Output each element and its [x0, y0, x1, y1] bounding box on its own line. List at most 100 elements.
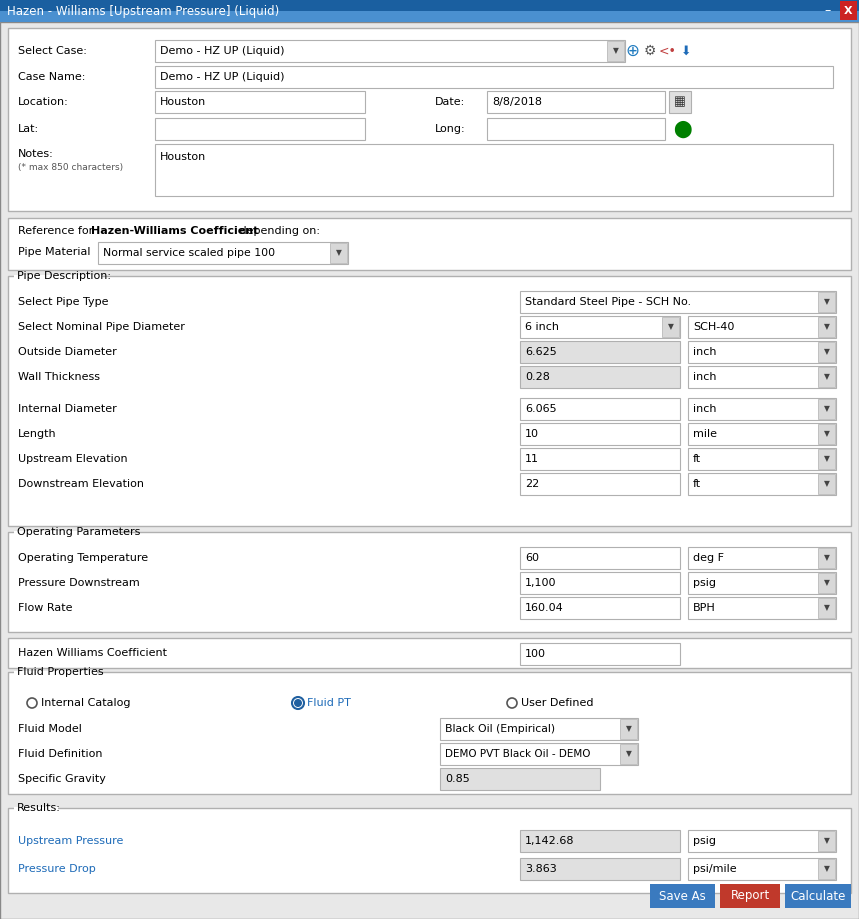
Text: 11: 11: [525, 454, 539, 464]
Bar: [688, 448, 836, 470]
Text: Pressure Drop: Pressure Drop: [18, 864, 95, 874]
Text: psig: psig: [693, 836, 716, 846]
Bar: [155, 144, 833, 196]
Text: ▼: ▼: [679, 127, 685, 135]
Text: 160.04: 160.04: [525, 603, 564, 613]
Text: ft: ft: [693, 454, 701, 464]
Bar: [0, 0, 859, 22]
Text: deg F: deg F: [693, 553, 724, 563]
Text: –: –: [825, 5, 832, 17]
Text: Report: Report: [730, 890, 770, 902]
Bar: [8, 532, 851, 632]
Bar: [669, 91, 691, 113]
Bar: [818, 449, 835, 469]
Bar: [688, 830, 836, 852]
Text: Outside Diameter: Outside Diameter: [18, 347, 117, 357]
Bar: [688, 398, 836, 420]
Bar: [818, 859, 835, 879]
Bar: [818, 573, 835, 593]
Text: Length: Length: [18, 429, 57, 439]
Text: ▼: ▼: [824, 480, 830, 489]
Bar: [14, 671, 97, 674]
Text: Long:: Long:: [435, 124, 466, 134]
Text: inch: inch: [693, 404, 716, 414]
Text: Demo - HZ UP (Liquid): Demo - HZ UP (Liquid): [160, 72, 284, 82]
Bar: [520, 597, 680, 619]
Text: 0.28: 0.28: [525, 372, 550, 382]
Bar: [818, 292, 835, 312]
Bar: [720, 884, 780, 908]
Text: psi/mile: psi/mile: [693, 864, 737, 874]
Circle shape: [294, 699, 302, 707]
Text: Flow Rate: Flow Rate: [18, 603, 72, 613]
Bar: [155, 40, 625, 62]
Text: ▼: ▼: [824, 604, 830, 612]
Bar: [520, 830, 680, 852]
Bar: [487, 91, 665, 113]
Text: mile: mile: [693, 429, 717, 439]
Text: ▼: ▼: [626, 724, 632, 733]
Text: Houston: Houston: [160, 97, 206, 107]
Text: Notes:: Notes:: [18, 149, 54, 159]
Bar: [98, 242, 348, 264]
Text: BPH: BPH: [693, 603, 716, 613]
Bar: [155, 66, 833, 88]
Text: inch: inch: [693, 372, 716, 382]
Bar: [520, 366, 680, 388]
Bar: [620, 744, 637, 764]
Text: Pipe Material: Pipe Material: [18, 247, 90, 257]
Text: 22: 22: [525, 479, 539, 489]
Text: ▼: ▼: [824, 347, 830, 357]
Text: Hazen-Williams Coefficient: Hazen-Williams Coefficient: [91, 226, 259, 236]
Text: ▼: ▼: [824, 578, 830, 587]
Text: Case Name:: Case Name:: [18, 72, 85, 82]
Circle shape: [292, 697, 304, 709]
Bar: [520, 547, 680, 569]
Text: ▼: ▼: [824, 836, 830, 845]
Bar: [818, 317, 835, 337]
Bar: [8, 808, 851, 893]
Text: ft: ft: [693, 479, 701, 489]
Text: Normal service scaled pipe 100: Normal service scaled pipe 100: [103, 248, 275, 258]
Text: Wall Thickness: Wall Thickness: [18, 372, 100, 382]
Bar: [440, 718, 638, 740]
Text: 10: 10: [525, 429, 539, 439]
Text: 0.85: 0.85: [445, 774, 470, 784]
Text: ▼: ▼: [824, 372, 830, 381]
Bar: [688, 423, 836, 445]
Bar: [688, 316, 836, 338]
Text: ▼: ▼: [824, 323, 830, 332]
Bar: [607, 41, 624, 61]
Text: Lat:: Lat:: [18, 124, 40, 134]
Text: Pipe Description:: Pipe Description:: [17, 271, 111, 281]
Text: 1,100: 1,100: [525, 578, 557, 588]
Bar: [155, 91, 365, 113]
Text: Operating Parameters: Operating Parameters: [17, 527, 140, 537]
Bar: [688, 858, 836, 880]
Bar: [688, 572, 836, 594]
Bar: [818, 342, 835, 362]
Bar: [818, 367, 835, 387]
Text: 100: 100: [525, 649, 546, 659]
Text: Fluid Properties: Fluid Properties: [17, 667, 104, 677]
Text: SCH-40: SCH-40: [693, 322, 734, 332]
Bar: [520, 643, 680, 665]
Text: Internal Diameter: Internal Diameter: [18, 404, 117, 414]
Text: User Defined: User Defined: [521, 698, 594, 708]
Bar: [688, 366, 836, 388]
Text: Black Oil (Empirical): Black Oil (Empirical): [445, 724, 555, 734]
Text: Select Case:: Select Case:: [18, 46, 87, 56]
Text: Location:: Location:: [18, 97, 69, 107]
Text: Fluid PT: Fluid PT: [307, 698, 350, 708]
Text: ▼: ▼: [824, 429, 830, 438]
Bar: [688, 547, 836, 569]
Bar: [818, 831, 835, 851]
Text: 1,142.68: 1,142.68: [525, 836, 575, 846]
Text: X: X: [844, 6, 852, 16]
Bar: [487, 118, 665, 140]
Bar: [520, 448, 680, 470]
Text: ▼: ▼: [824, 298, 830, 307]
Text: Demo - HZ UP (Liquid): Demo - HZ UP (Liquid): [160, 46, 284, 56]
Text: Reference for: Reference for: [18, 226, 97, 236]
Bar: [155, 118, 365, 140]
